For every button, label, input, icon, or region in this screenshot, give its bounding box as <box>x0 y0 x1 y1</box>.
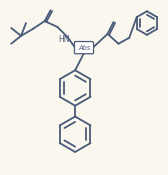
Text: Abs: Abs <box>78 45 90 51</box>
FancyBboxPatch shape <box>74 41 94 54</box>
Text: HN: HN <box>59 35 70 44</box>
